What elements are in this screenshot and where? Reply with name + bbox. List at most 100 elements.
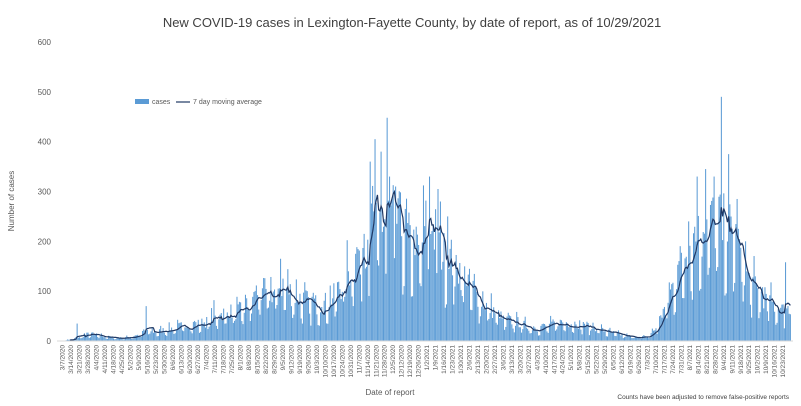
case-bar	[581, 334, 583, 341]
case-bar	[605, 336, 607, 341]
case-bar	[125, 337, 127, 341]
case-bar	[298, 303, 300, 341]
case-bar	[424, 226, 426, 341]
case-bar	[707, 274, 709, 341]
case-bar	[588, 335, 590, 341]
case-bar	[94, 334, 96, 341]
case-bar	[547, 332, 549, 341]
case-bar	[565, 322, 567, 341]
case-bar	[142, 330, 144, 341]
case-bar	[448, 268, 450, 341]
case-bar	[418, 244, 420, 341]
case-bar	[335, 311, 337, 341]
case-bar	[788, 313, 790, 341]
case-bar	[313, 298, 315, 341]
adjustment-note: Counts have been adjusted to remove fals…	[617, 394, 789, 401]
chart-title: New COVID-19 cases in Lexington-Fayette …	[163, 15, 661, 30]
x-tick-label: 5/1/2021	[568, 345, 575, 371]
case-bar	[498, 310, 500, 341]
case-bar	[473, 273, 475, 341]
case-bar	[655, 328, 657, 341]
case-bar	[705, 169, 707, 341]
case-bar	[623, 337, 626, 341]
case-bar	[725, 293, 727, 341]
case-bar	[627, 335, 629, 341]
case-bar	[696, 176, 698, 341]
case-bar	[275, 308, 277, 341]
case-bar	[195, 322, 197, 341]
case-bar	[489, 313, 491, 341]
case-bar	[556, 329, 558, 341]
x-tick-label: 1/30/2021	[458, 345, 465, 374]
x-tick-label: 11/21/2020	[373, 345, 380, 377]
case-bar	[591, 329, 593, 341]
case-bar	[77, 337, 79, 341]
case-bar	[602, 327, 604, 341]
x-tick-label: 7/10/2021	[653, 345, 660, 374]
x-tick-label: 9/5/2020	[280, 345, 287, 371]
case-bar	[776, 322, 778, 341]
x-tick-label: 4/10/2021	[543, 345, 550, 374]
case-bar	[718, 196, 720, 341]
case-bar	[143, 329, 145, 341]
case-bar	[249, 320, 251, 341]
case-bar	[316, 314, 318, 341]
case-bar	[502, 315, 504, 341]
case-bar	[452, 275, 454, 341]
case-bar	[236, 296, 238, 341]
case-bar	[333, 283, 335, 341]
case-bar	[304, 282, 306, 341]
case-bar	[192, 321, 194, 341]
case-bar	[145, 306, 147, 341]
x-tick-label: 5/2/2020	[127, 345, 134, 371]
case-bar	[723, 193, 725, 341]
case-bar	[610, 331, 612, 341]
case-bar	[410, 296, 412, 341]
case-bar	[516, 311, 518, 341]
x-tick-label: 2/6/2021	[466, 345, 473, 371]
case-bar	[393, 258, 395, 341]
case-bar	[135, 335, 137, 341]
case-bar	[678, 261, 680, 341]
case-bar	[559, 319, 561, 341]
x-tick-label: 4/17/2021	[551, 345, 558, 374]
case-bar	[122, 339, 124, 341]
case-bar	[475, 286, 477, 341]
case-bar	[368, 295, 370, 341]
case-bar	[255, 285, 257, 341]
case-bar	[760, 291, 762, 341]
case-bar	[752, 277, 754, 341]
case-bar	[344, 296, 346, 341]
case-bar	[432, 224, 434, 341]
case-bar	[229, 318, 231, 341]
case-bar	[162, 328, 164, 341]
case-bar	[320, 312, 322, 341]
case-bar	[768, 320, 770, 341]
case-bar	[626, 333, 628, 341]
case-bar	[483, 308, 485, 341]
case-bar	[198, 332, 200, 341]
case-bar	[156, 336, 158, 341]
case-bar	[207, 329, 209, 341]
case-bar	[741, 281, 743, 341]
case-bar	[421, 242, 423, 341]
case-bar	[594, 331, 596, 341]
case-bar	[287, 269, 289, 341]
x-tick-label: 6/27/2020	[195, 345, 202, 374]
x-tick-label: 4/25/2020	[119, 345, 126, 374]
x-tick-label: 11/14/2020	[365, 345, 372, 377]
case-bar	[427, 269, 429, 341]
case-bar	[88, 338, 90, 341]
case-bar	[754, 276, 756, 341]
case-bar	[370, 203, 372, 341]
case-bar	[257, 295, 259, 341]
case-bar	[241, 321, 243, 341]
case-bar	[86, 332, 88, 341]
case-bar	[769, 295, 771, 341]
case-bar	[611, 332, 613, 341]
case-bar	[676, 289, 678, 341]
case-bar	[435, 209, 437, 341]
case-bar	[755, 283, 757, 341]
x-tick-label: 7/17/2021	[661, 345, 668, 374]
case-bar	[592, 322, 594, 341]
